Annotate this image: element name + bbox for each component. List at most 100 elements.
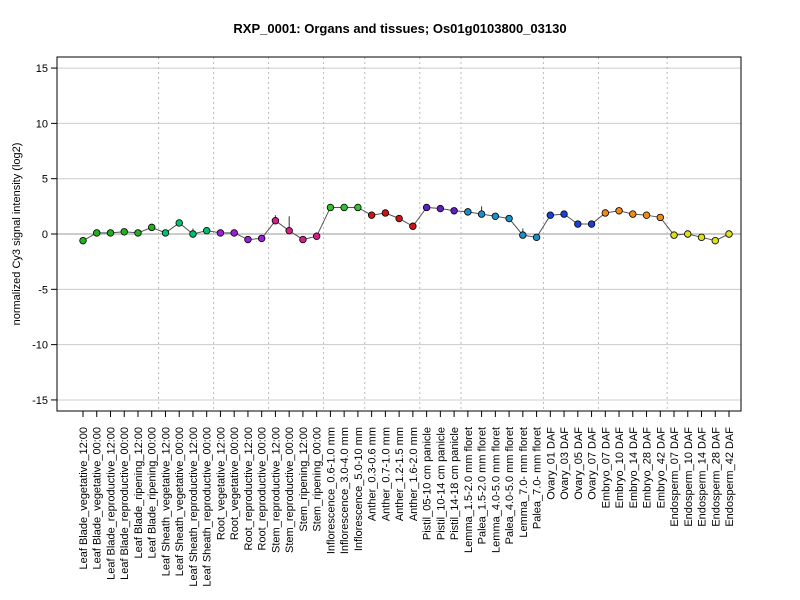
- data-point: [725, 230, 733, 238]
- x-tick-label: Palea_1.5-2.0 mm floret: [477, 427, 489, 544]
- data-point: [381, 209, 390, 217]
- y-tick-label: 0: [42, 229, 48, 241]
- x-tick-label: Root_vegetative_00:00: [229, 427, 241, 540]
- x-tick-label: Anther_0.3-0.6 mm: [367, 427, 379, 521]
- data-point: [148, 223, 156, 232]
- data-point: [409, 222, 417, 230]
- data-point: [285, 226, 293, 235]
- x-tick-label: Root_vegetative_12:00: [215, 427, 227, 540]
- x-tick-label: Pistil_10-14 cm panicle: [435, 427, 447, 540]
- x-tick-label: Embryo_14 DAF: [628, 427, 640, 509]
- x-tick-label: Endosperm_14 DAF: [697, 427, 709, 527]
- y-axis-label: normalized Cy3 signal intensity (log2): [11, 143, 23, 326]
- x-tick-label: Leaf Sheath_reproductive_00:00: [202, 427, 214, 587]
- x-tick-label: Ovary_03 DAF: [559, 427, 571, 500]
- data-point: [244, 235, 252, 244]
- x-tick-label: Embryo_10 DAF: [614, 427, 626, 509]
- data-point: [450, 207, 458, 215]
- y-tick-label: -15: [32, 395, 48, 407]
- x-tick-label: Inflorescence_5.0-10 mm: [353, 427, 365, 551]
- x-tick-label: Stem_reproductive_00:00: [284, 427, 296, 553]
- data-point: [230, 229, 238, 237]
- x-tick-label: Inflorescence_0.6-1.0 mm: [325, 427, 337, 554]
- data-point: [532, 233, 541, 242]
- data-point: [216, 229, 225, 237]
- x-tick-label: Stem_reproductive_12:00: [270, 427, 282, 553]
- x-tick-label: Leaf Blade_reproductive_00:00: [119, 427, 131, 580]
- x-tick-label: Stem_ripening_12:00: [298, 427, 310, 532]
- x-tick-label: Pistil_14-18 cm panicle: [449, 427, 461, 540]
- data-point: [340, 203, 348, 212]
- data-point: [395, 214, 403, 223]
- chart-title: RXP_0001: Organs and tissues; Os01g01038…: [233, 21, 566, 36]
- data-point: [134, 229, 142, 237]
- x-tick-label: Pistil_05-10 cm panicle: [422, 427, 434, 540]
- data-point: [519, 231, 527, 239]
- data-point: [477, 210, 486, 218]
- x-tick-label: Leaf Blade_ripening_00:00: [147, 427, 159, 559]
- data-point: [587, 220, 596, 228]
- data-point: [367, 211, 376, 219]
- x-tick-label: Ovary_05 DAF: [573, 427, 585, 500]
- data-point: [505, 214, 513, 223]
- data-point: [629, 210, 637, 218]
- y-tick-label: 15: [36, 63, 48, 75]
- x-tick-label: Ovary_01 DAF: [545, 427, 557, 500]
- x-tick-label: Leaf Sheath_vegetative_12:00: [160, 427, 172, 576]
- x-tick-label: Embryo_28 DAF: [642, 427, 654, 509]
- x-tick-label: Leaf Blade_reproductive_12:00: [105, 427, 117, 580]
- y-tick-label: 5: [42, 174, 48, 186]
- x-tick-label: Leaf Blade_vegetative_00:00: [92, 427, 104, 570]
- x-tick-label: Inflorescence_3.0-4.0 mm: [339, 427, 351, 554]
- x-tick-label: Ovary_07 DAF: [587, 427, 599, 500]
- data-point: [656, 213, 664, 222]
- data-point: [354, 203, 362, 212]
- data-point: [312, 232, 321, 240]
- y-tick-label: -10: [32, 340, 48, 352]
- y-tick-label: 10: [36, 118, 48, 130]
- plot-area: -15 -10 -5 0 5 10 15 Leaf Blade_vegetative_12:0…: [32, 56, 742, 587]
- x-tick-label: Root_reproductive_12:00: [243, 427, 255, 551]
- data-point: [189, 230, 197, 238]
- data-point: [271, 217, 280, 225]
- data-point: [79, 236, 87, 245]
- data-point: [161, 229, 170, 237]
- data-point: [642, 211, 651, 219]
- data-point: [670, 231, 678, 239]
- data-point: [93, 229, 101, 237]
- data-point: [175, 219, 183, 227]
- x-tick-label: Embryo_07 DAF: [600, 427, 612, 509]
- x-tick-label: Anther_0.7-1.0 mm: [380, 427, 392, 521]
- data-point: [326, 203, 335, 212]
- x-tick-label: Lemma_4.0-5.0 mm floret: [490, 427, 502, 553]
- x-tick-label: Anther_1.6-2.0 mm: [408, 427, 420, 521]
- y-tick-label: -5: [38, 284, 48, 296]
- x-tick-label: Leaf Sheath_reproductive_12:00: [188, 427, 200, 587]
- x-tick-label: Lemma_7.0- mm floret: [518, 427, 530, 538]
- x-tick-label: Leaf Sheath_vegetative_00:00: [174, 427, 186, 576]
- data-point: [203, 226, 211, 235]
- data-point: [697, 233, 706, 242]
- data-point: [574, 220, 582, 228]
- data-point: [299, 235, 307, 244]
- x-tick-label: Palea_4.0-5.0 mm floret: [504, 427, 516, 544]
- x-tick-label: Leaf Blade_ripening_12:00: [133, 427, 145, 559]
- x-tick-label: Anther_1.2-1.5 mm: [394, 427, 406, 521]
- data-point: [106, 229, 115, 237]
- x-tick-label: Root_reproductive_00:00: [257, 427, 269, 551]
- x-tick-label: Leaf Blade_vegetative_12:00: [78, 427, 90, 570]
- x-tick-label: Stem_ripening_00:00: [312, 427, 324, 532]
- data-point: [491, 212, 500, 220]
- data-point: [560, 210, 568, 218]
- x-tick-label: Endosperm_10 DAF: [683, 427, 695, 527]
- data-point: [436, 204, 445, 213]
- data-point: [120, 228, 128, 236]
- data-point: [711, 236, 719, 245]
- data-point: [615, 207, 623, 215]
- x-tick-label: Lemma_1.5-2.0 mm floret: [463, 427, 475, 553]
- data-point: [422, 203, 431, 212]
- x-tick-label: Endosperm_42 DAF: [724, 427, 736, 527]
- x-tick-label: Palea_7.0- mm floret: [532, 427, 544, 529]
- data-point: [684, 230, 692, 238]
